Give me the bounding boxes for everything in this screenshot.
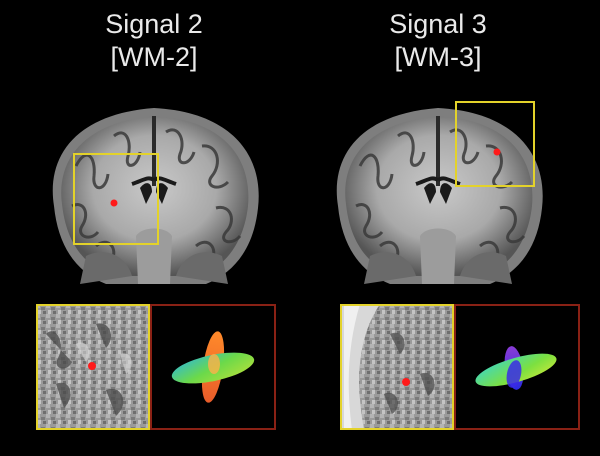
roi-box-1 (73, 153, 159, 245)
panel-2-fiber-glyph (454, 304, 580, 430)
panel-1-zoom-inset (36, 304, 150, 430)
roi-marker-2 (493, 148, 501, 156)
brain-mri-image-1 (36, 96, 276, 292)
panel-2-title: Signal 3 [WM-3] (328, 8, 548, 74)
panel-1-signal-label: Signal 2 (105, 9, 203, 39)
panel-1-wm-label: [WM-2] (110, 42, 198, 72)
panel-1-brain-slice (36, 96, 276, 292)
panel-2-signal-label: Signal 3 (389, 9, 487, 39)
panel-1-fiber-glyph (150, 304, 276, 430)
panel-2-zoom-inset (340, 304, 454, 430)
panel-2-brain-slice (320, 96, 560, 292)
roi-box-2 (455, 101, 535, 187)
panel-1-title: Signal 2 [WM-2] (44, 8, 264, 74)
panel-2-wm-label: [WM-3] (394, 42, 482, 72)
brain-mri-image-2 (320, 96, 560, 292)
roi-marker-1 (110, 199, 118, 207)
